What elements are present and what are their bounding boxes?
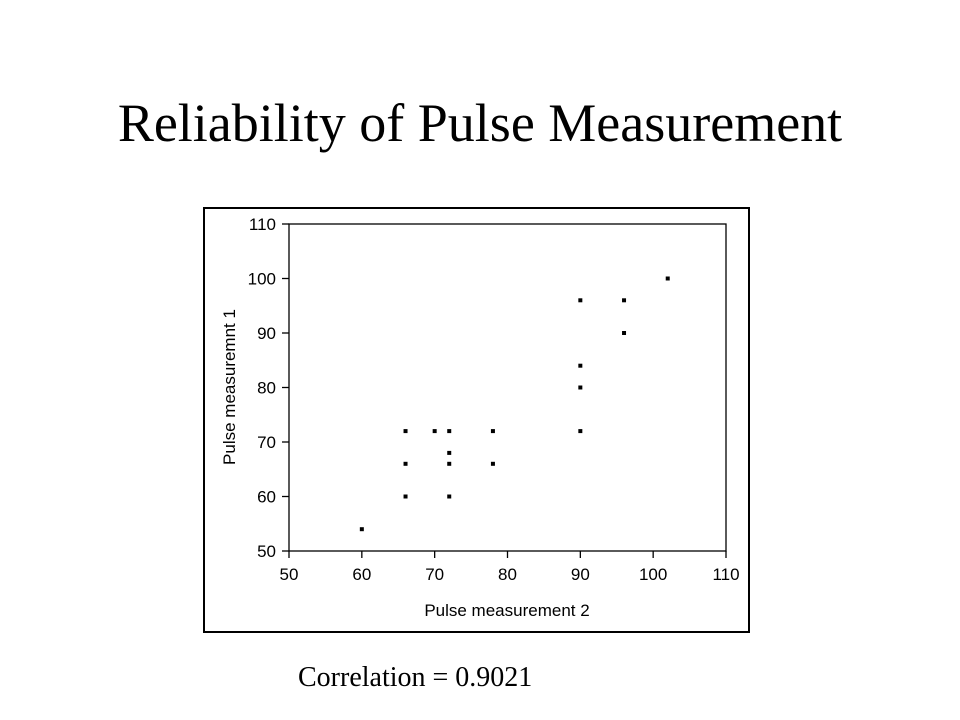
x-tick-label: 50 <box>280 565 299 584</box>
data-point <box>578 385 583 390</box>
data-point <box>665 276 670 281</box>
data-point <box>403 461 408 466</box>
x-axis-label: Pulse measurement 2 <box>424 601 589 620</box>
y-tick-label: 70 <box>257 433 276 452</box>
chart-svg: 50 60 70 80 90 100 110 50 60 70 80 90 100 110 Pulse m… <box>220 215 740 620</box>
data-point <box>447 450 452 455</box>
x-tick-label: 60 <box>352 565 371 584</box>
data-point <box>447 494 452 499</box>
x-tick-label: 80 <box>498 565 517 584</box>
data-point <box>578 363 583 368</box>
data-point <box>432 429 437 434</box>
data-point <box>490 429 495 434</box>
data-point <box>578 429 583 434</box>
y-tick-label: 80 <box>257 379 276 398</box>
data-point <box>359 527 364 532</box>
data-point <box>447 461 452 466</box>
data-point <box>403 494 408 499</box>
data-point <box>490 461 495 466</box>
correlation-caption: Correlation = 0.9021 <box>298 662 533 693</box>
axes-layer: 50 60 70 80 90 100 110 50 60 70 80 90 100 110 <box>248 215 740 584</box>
x-tick-label: 110 <box>712 565 739 584</box>
y-tick-label: 110 <box>249 215 276 234</box>
data-point <box>447 429 452 434</box>
data-point <box>622 298 627 303</box>
data-point <box>578 298 583 303</box>
y-tick-label: 100 <box>248 270 276 289</box>
scatter-chart: 50 60 70 80 90 100 110 50 60 70 80 90 100 110 Pulse m… <box>203 207 750 633</box>
y-tick-label: 50 <box>257 542 276 561</box>
x-tick-label: 70 <box>425 565 444 584</box>
data-point <box>622 331 627 335</box>
y-axis-label: Pulse measuremnt 1 <box>220 309 239 465</box>
data-point <box>403 429 408 434</box>
plot-area-border <box>288 223 727 552</box>
x-tick-label: 90 <box>571 565 590 584</box>
points-layer <box>359 276 670 532</box>
y-tick-label: 60 <box>257 488 276 507</box>
y-tick-label: 90 <box>257 324 276 343</box>
x-tick-label: 100 <box>639 565 667 584</box>
slide-title: Reliability of Pulse Measurement <box>117 93 843 153</box>
